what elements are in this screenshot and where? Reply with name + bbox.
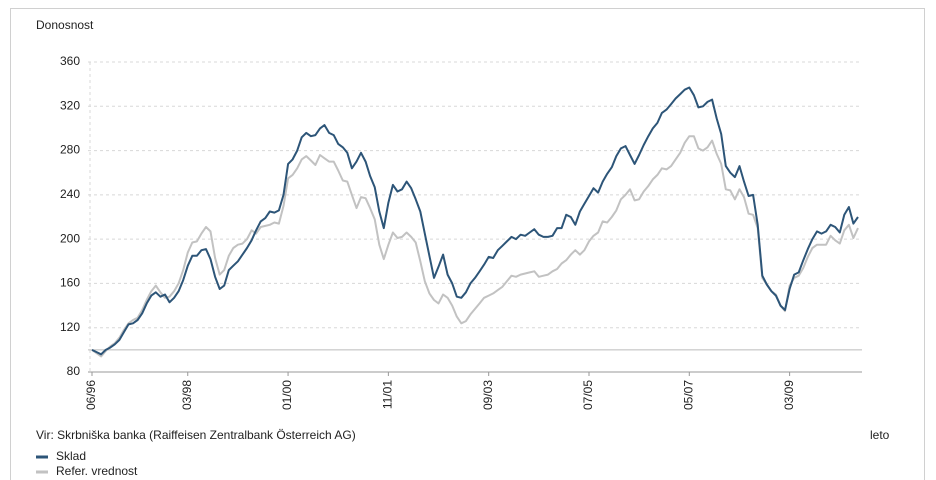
y-tick-label: 80 xyxy=(67,364,81,378)
y-tick-label: 240 xyxy=(60,187,80,201)
x-tick-label: 01/00 xyxy=(280,380,294,410)
x-tick-label: 03/09 xyxy=(782,380,796,410)
source: Vir: Skrbniška banka (Raiffeisen Zentral… xyxy=(36,428,356,442)
series-line xyxy=(91,86,859,356)
y-tick-label: 120 xyxy=(60,320,80,334)
legend-label: Sklad xyxy=(56,449,86,463)
y-tick-label: 360 xyxy=(60,54,80,68)
x-tick-label: 09/03 xyxy=(481,380,495,410)
x-tick-label: 07/05 xyxy=(581,380,595,410)
x-tick-label: 11/01 xyxy=(381,380,395,409)
x-tick-label: 03/98 xyxy=(180,380,194,410)
series-line xyxy=(91,135,859,358)
x-tick-label: 05/07 xyxy=(681,380,695,410)
y-tick-label: 280 xyxy=(60,143,80,157)
y-tick-label: 160 xyxy=(60,276,80,290)
frame xyxy=(10,8,925,480)
x-axis-label: leto xyxy=(870,428,890,442)
y-axis-label: Donosnost xyxy=(36,18,94,32)
x-tick-label: 06/96 xyxy=(84,380,98,410)
y-tick-label: 200 xyxy=(60,231,80,245)
legend-label: Refer. vrednost xyxy=(56,464,138,478)
y-tick-label: 320 xyxy=(60,98,80,112)
